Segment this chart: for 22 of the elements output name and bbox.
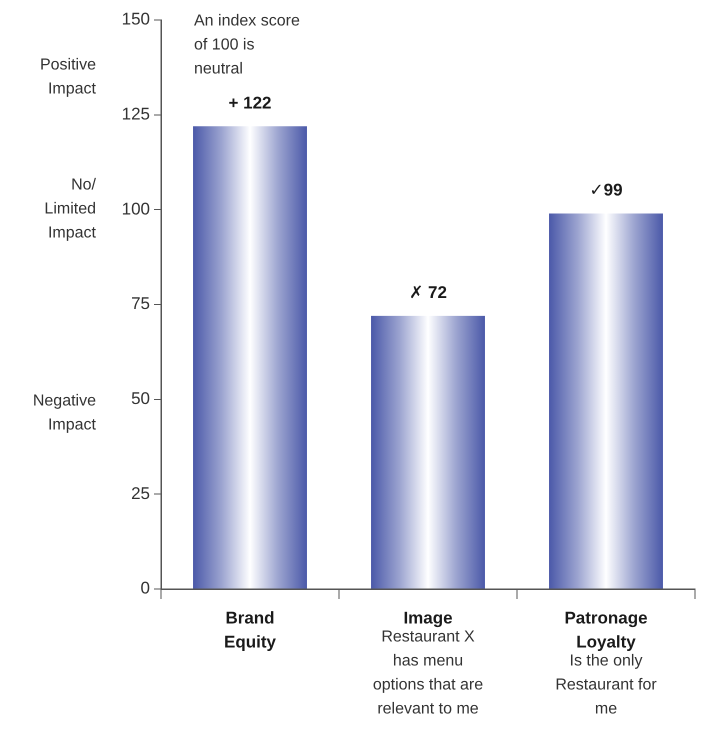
- annotation: An index score of 100 is neutral: [194, 12, 300, 78]
- y-tick-label: 25: [131, 484, 150, 503]
- y-tick-label: 125: [122, 104, 150, 124]
- bar: [193, 126, 307, 588]
- data-label: ✓99: [589, 180, 623, 200]
- x-tick-label: Image: [403, 608, 453, 628]
- data-label: ✗ 72: [409, 283, 447, 302]
- bar: [371, 316, 485, 588]
- text: Restaurant X has menu options that are relevant to me: [372, 628, 484, 718]
- x-tick-label: Brand Equity: [224, 608, 277, 652]
- y-tick-label: 0: [140, 578, 150, 598]
- x-tick-label: Patronage Loyalty: [564, 608, 648, 652]
- text: Negative Impact: [32, 392, 97, 434]
- text: No/ Limited Impact: [44, 176, 97, 242]
- y-tick-label: 75: [131, 294, 150, 314]
- text: Positive Impact: [40, 56, 97, 98]
- data-label: + 122: [228, 93, 272, 112]
- y-tick-label: 50: [131, 389, 150, 408]
- y-tick-label: 100: [122, 199, 150, 218]
- text: Is the only Restaurant for me: [555, 652, 658, 718]
- bar: [549, 213, 663, 588]
- y-tick-label: 150: [122, 10, 150, 29]
